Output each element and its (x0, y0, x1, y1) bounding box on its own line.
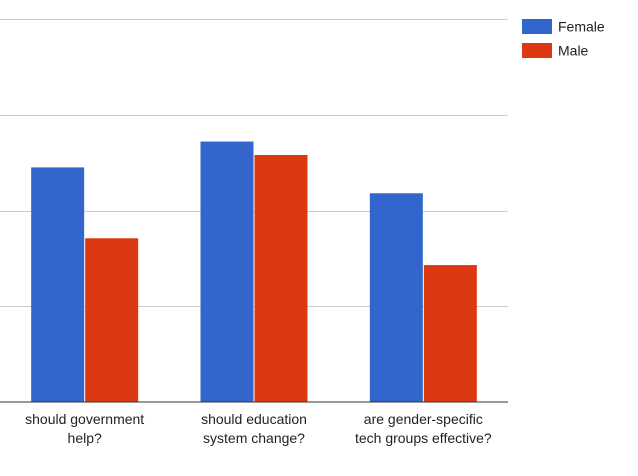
x-axis-labels: should government help? should education sy… (25, 411, 492, 446)
bar-male-2 (423, 265, 477, 402)
bar-female-0 (31, 167, 85, 402)
x-tick-label: system change? (203, 430, 305, 446)
bar-male-0 (85, 238, 139, 402)
bar-female-2 (369, 193, 423, 402)
x-tick-label: tech groups effective? (355, 430, 492, 446)
gridlines (0, 19, 508, 307)
x-tick-label: should government (25, 411, 144, 427)
legend-swatch-male (522, 43, 552, 58)
x-tick-label: help? (68, 430, 102, 446)
bar-male-1 (254, 154, 308, 402)
bars (31, 141, 477, 402)
x-tick-label: should education (201, 411, 307, 427)
legend-label-female: Female (558, 19, 605, 35)
bar-female-1 (200, 141, 254, 402)
legend-swatch-female (522, 19, 552, 34)
legend-label-male: Male (558, 43, 589, 59)
x-tick-label: are gender-specific (364, 411, 483, 427)
legend: Female Male (522, 19, 605, 59)
